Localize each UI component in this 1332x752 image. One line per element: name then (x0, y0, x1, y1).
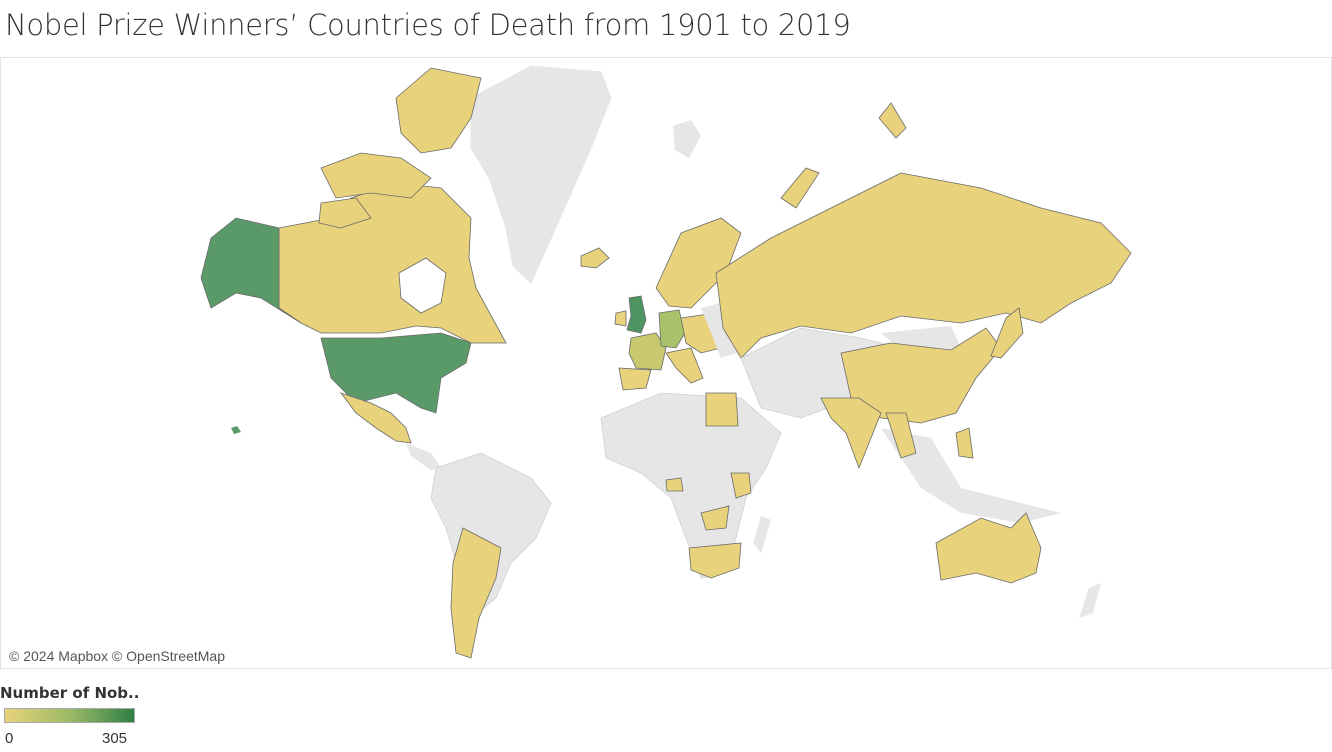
region-russia[interactable] (715, 172, 1132, 359)
world-map[interactable]: © 2024 Mapbox © OpenStreetMap (0, 57, 1332, 669)
region-germany[interactable] (658, 309, 686, 349)
region-canada[interactable] (278, 182, 507, 344)
region-svalbard[interactable] (673, 120, 701, 158)
region-alaska[interactable] (200, 217, 302, 324)
legend-min-label: 0 (5, 730, 14, 747)
region-australia[interactable] (935, 512, 1042, 584)
region-south-africa[interactable] (688, 542, 742, 579)
legend-title[interactable]: Number of Nob.. (0, 684, 140, 702)
region-kenya[interactable] (730, 472, 752, 499)
region-spain-portugal[interactable] (618, 367, 652, 391)
region-canada-islands-3[interactable] (318, 197, 372, 229)
region-myanmar-thailand[interactable] (885, 412, 917, 459)
region-zimbabwe[interactable] (700, 505, 730, 531)
region-nigeria[interactable] (665, 477, 684, 492)
region-canada-islands-2[interactable] (320, 152, 432, 199)
region-france[interactable] (628, 332, 667, 371)
region-madagascar[interactable] (753, 516, 771, 553)
region-egypt[interactable] (705, 392, 739, 427)
region-india[interactable] (820, 397, 882, 470)
legend-gradient-bar (4, 708, 135, 723)
region-canada-islands[interactable] (395, 67, 482, 154)
region-southeast-asia[interactable] (881, 428, 1061, 523)
region-united-states[interactable] (320, 332, 472, 414)
region-aleutians[interactable] (231, 426, 241, 434)
region-new-zealand[interactable] (1079, 583, 1101, 618)
color-legend: Number of Nob.. 0 305 (0, 684, 160, 747)
region-united-kingdom[interactable] (626, 295, 647, 334)
region-iceland[interactable] (580, 247, 610, 269)
region-argentina[interactable] (450, 527, 502, 659)
region-novaya-zemlya[interactable] (780, 167, 820, 209)
region-south-america[interactable] (430, 452, 552, 619)
map-canvas[interactable] (1, 58, 1331, 668)
region-japan[interactable] (990, 307, 1024, 359)
region-central-america[interactable] (406, 443, 441, 470)
region-mexico[interactable] (339, 392, 412, 444)
legend-max-label: 305 (102, 730, 128, 747)
region-philippines[interactable] (955, 427, 974, 459)
region-russia-islands[interactable] (878, 102, 907, 139)
region-ireland[interactable] (614, 310, 627, 327)
region-greenland[interactable] (470, 65, 612, 284)
map-attribution[interactable]: © 2024 Mapbox © OpenStreetMap (9, 648, 225, 664)
hudson-bay (398, 257, 447, 314)
region-italy[interactable] (665, 347, 704, 384)
chart-title: Nobel Prize Winners’ Countries of Death … (5, 8, 851, 42)
